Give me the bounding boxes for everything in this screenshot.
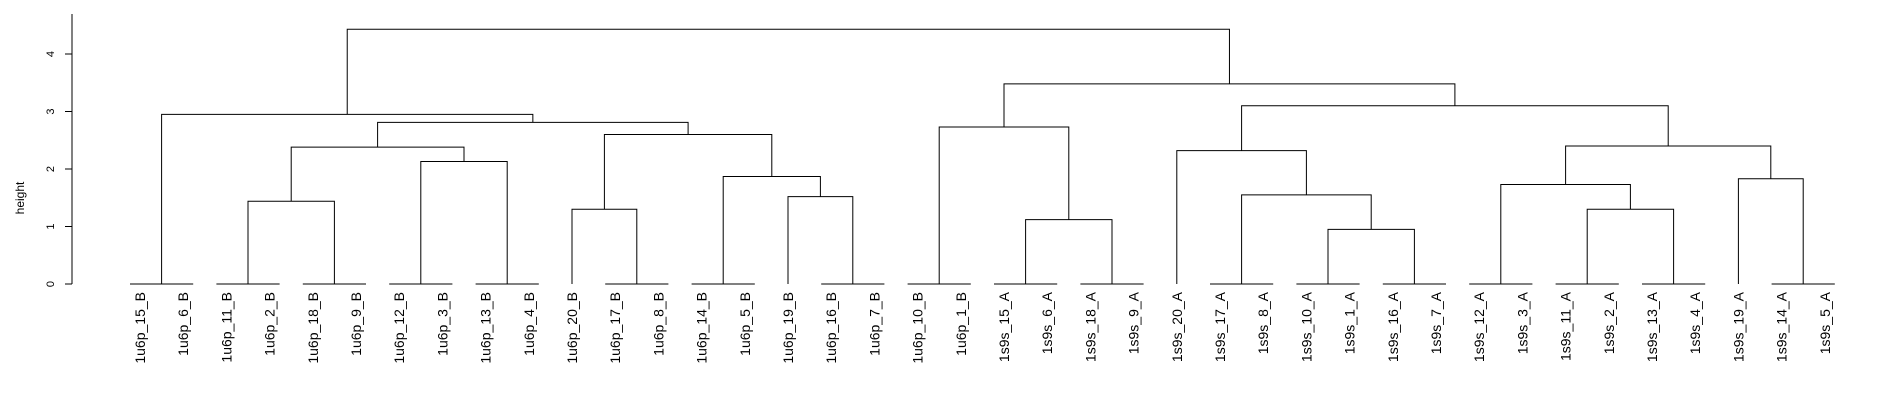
y-axis-label: height: [13, 181, 27, 214]
merge-branch: [571, 208, 638, 284]
leaf-label: 1s9s_11_A: [1558, 291, 1574, 361]
leaf-label: 1s9s_9_A: [1126, 291, 1142, 354]
leaf-label: 1s9s_14_A: [1774, 291, 1790, 362]
leaf-label: 1s9s_17_A: [1212, 291, 1228, 362]
merge-branch: [1025, 219, 1113, 284]
leaf-label: 1u6p_7_B: [866, 292, 882, 356]
merge-branch: [161, 113, 534, 284]
leaf-label: 1s9s_3_A: [1514, 291, 1530, 354]
leaf-label: 1s9s_18_A: [1082, 291, 1098, 362]
leaf-label: 1s9s_15_A: [996, 291, 1012, 362]
merge-branch: [1327, 228, 1415, 284]
leaf-label: 1u6p_20_B: [564, 292, 580, 364]
leaf-label: 1u6p_5_B: [737, 292, 753, 356]
merge-branch: [290, 146, 465, 202]
leaf-label: 1u6p_18_B: [305, 292, 321, 364]
leaf-label: 1u6p_13_B: [478, 292, 494, 364]
leaf-label: 1u6p_15_B: [132, 292, 148, 364]
leaf-label: 1u6p_3_B: [434, 292, 450, 356]
leaf-label: 1u6p_6_B: [175, 292, 191, 356]
leaf-label: 1s9s_16_A: [1385, 291, 1401, 362]
branches: [130, 28, 1835, 285]
merge-branch: [787, 196, 854, 284]
leaf-label: 1u6p_17_B: [607, 292, 623, 364]
merge-branch: [722, 175, 821, 284]
leaf-label: 1s9s_4_A: [1687, 291, 1703, 354]
y-axis: 0 1 2 3 4: [45, 14, 73, 287]
y-tick-label: 2: [45, 166, 57, 172]
leaf-label: 1s9s_6_A: [1039, 291, 1055, 354]
leaf-label: 1u6p_10_B: [910, 292, 926, 364]
leaf-label: 1s9s_8_A: [1255, 291, 1271, 354]
y-tick-label: 0: [45, 281, 57, 287]
merge-branch: [1241, 194, 1372, 284]
merge-branch: [1737, 178, 1804, 284]
leaf-label: 1s9s_10_A: [1298, 291, 1314, 362]
leaf-label: 1s9s_13_A: [1644, 291, 1660, 362]
leaf-label: 1s9s_2_A: [1601, 291, 1617, 354]
leaf-label: 1s9s_12_A: [1471, 291, 1487, 362]
merge-branch: [938, 126, 1070, 284]
leaf-label: 1s9s_5_A: [1817, 291, 1833, 354]
leaf-label: 1u6p_9_B: [348, 292, 364, 356]
leaf-label: 1u6p_14_B: [694, 292, 710, 364]
merge-branch: [346, 28, 1230, 115]
merge-branch: [1241, 105, 1669, 151]
leaf-label: 1s9s_1_A: [1342, 291, 1358, 354]
leaf-label: 1s9s_7_A: [1428, 291, 1444, 354]
merge-branch: [247, 200, 335, 284]
leaf-label: 1u6p_8_B: [650, 292, 666, 356]
leaf-label: 1s9s_20_A: [1169, 291, 1185, 362]
merge-branch: [1500, 184, 1631, 284]
merge-branch: [603, 134, 773, 210]
leaf-label: 1u6p_4_B: [521, 292, 537, 356]
leaf-label: 1s9s_19_A: [1730, 291, 1746, 362]
leaf-labels: 1u6p_15_B 1u6p_6_B 1u6p_11_B 1u6p_2_B 1u6p_1…: [132, 291, 1833, 363]
merge-branch: [420, 161, 508, 284]
y-tick-label: 4: [45, 51, 57, 57]
leaf-label: 1u6p_16_B: [823, 292, 839, 364]
leaf-label: 1u6p_11_B: [218, 292, 234, 363]
leaf-label: 1u6p_19_B: [780, 292, 796, 364]
leaf-label: 1u6p_12_B: [391, 292, 407, 364]
y-tick-label: 3: [45, 108, 57, 114]
leaf-label: 1u6p_1_B: [953, 292, 969, 356]
y-tick-label: 1: [45, 223, 57, 229]
merge-branch: [1586, 208, 1675, 284]
leaf-label: 1u6p_2_B: [262, 292, 278, 356]
